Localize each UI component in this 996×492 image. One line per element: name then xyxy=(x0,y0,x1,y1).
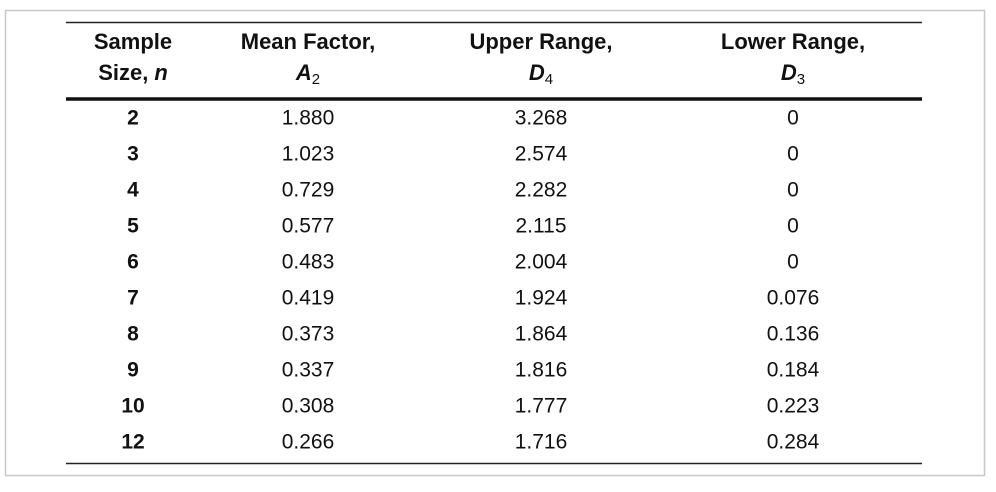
table-cell: 0.729 xyxy=(282,179,335,202)
header-line: Upper Range, xyxy=(469,29,612,54)
table-cell: 0 xyxy=(787,107,799,130)
table-cell: 0.308 xyxy=(282,395,335,418)
header-line: Sample xyxy=(94,29,172,54)
header-subscript: 3 xyxy=(797,71,805,88)
table-cell: 0.483 xyxy=(282,251,335,274)
table-cell: 1.924 xyxy=(515,287,568,310)
header-line: D3 xyxy=(781,60,805,88)
table-cell: 1.864 xyxy=(515,323,568,346)
table-cell: 0.184 xyxy=(767,359,820,382)
table-cell: 1.716 xyxy=(515,431,568,454)
header-line: Lower Range, xyxy=(721,29,865,54)
header-line: A2 xyxy=(295,60,320,88)
table-cell: 2.574 xyxy=(515,143,568,166)
sample-size: 3 xyxy=(127,143,139,166)
header-line: Mean Factor, xyxy=(241,29,375,54)
table-cell: 0.284 xyxy=(767,431,820,454)
header-symbol: D xyxy=(781,60,797,85)
table-cell: 0.337 xyxy=(282,359,335,382)
sample-size: 12 xyxy=(121,431,144,454)
table-cell: 1.816 xyxy=(515,359,568,382)
table-body: 2 1.880 3.268 0 3 1.023 2.574 0 4 0.729 2.282 0 5 0.5… xyxy=(121,107,819,454)
table-cell: 0.419 xyxy=(282,287,335,310)
sample-size: 2 xyxy=(127,107,139,130)
header-symbol: n xyxy=(154,60,167,85)
sample-size: 6 xyxy=(127,251,139,274)
header-subscript: 2 xyxy=(312,71,320,88)
table-cell: 0.577 xyxy=(282,215,335,238)
header-text: Size, xyxy=(98,60,148,85)
sample-size: 8 xyxy=(127,323,139,346)
table-cell: 0 xyxy=(787,143,799,166)
header-symbol: D xyxy=(529,60,545,85)
table-cell: 0.136 xyxy=(767,323,820,346)
table-cell: 0 xyxy=(787,251,799,274)
sample-size: 10 xyxy=(121,395,144,418)
header-line: D4 xyxy=(529,60,553,88)
table-cell: 2.282 xyxy=(515,179,568,202)
sample-size: 5 xyxy=(127,215,139,238)
table-cell: 0.223 xyxy=(767,395,820,418)
table-cell: 0 xyxy=(787,215,799,238)
table-cell: 1.777 xyxy=(515,395,568,418)
table-cell: 2.004 xyxy=(515,251,568,274)
sample-size: 9 xyxy=(127,359,139,382)
table-cell: 1.023 xyxy=(282,143,335,166)
table-cell: 0.373 xyxy=(282,323,335,346)
table-cell: 0.266 xyxy=(282,431,335,454)
sample-size: 7 xyxy=(127,287,139,310)
table-cell: 3.268 xyxy=(515,107,568,130)
header-symbol: A xyxy=(295,60,312,85)
table-cell: 1.880 xyxy=(282,107,335,130)
header-line: Size, n xyxy=(98,60,168,85)
sample-size: 4 xyxy=(127,179,139,202)
frame xyxy=(4,9,986,477)
header-subscript: 4 xyxy=(545,71,553,88)
table-cell: 0 xyxy=(787,179,799,202)
table-cell: 2.115 xyxy=(516,215,567,238)
table-cell: 0.076 xyxy=(767,287,820,310)
